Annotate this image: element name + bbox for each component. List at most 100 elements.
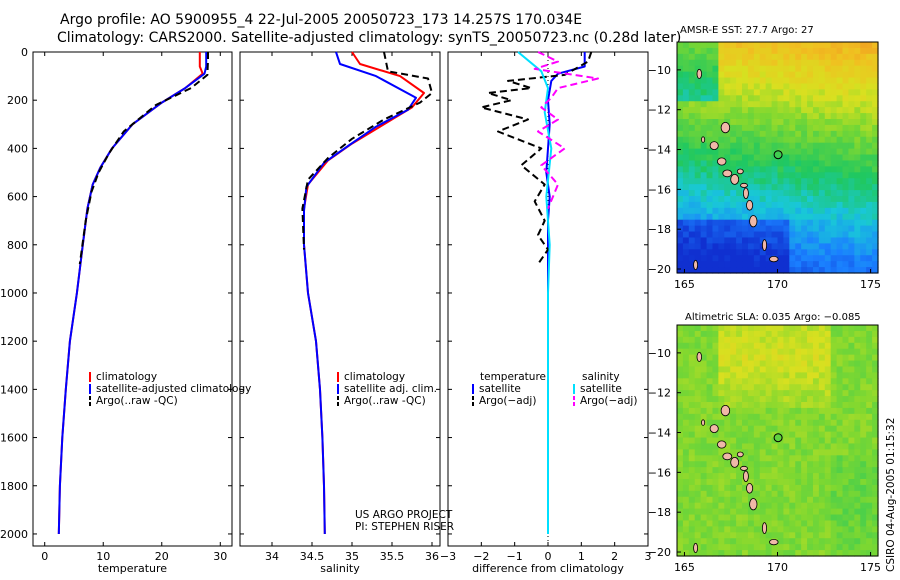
heatmap-cell — [866, 413, 873, 421]
heatmap-cell — [688, 154, 696, 162]
heatmap-cell — [783, 508, 790, 516]
heatmap-cell — [718, 42, 725, 49]
heatmap-cell — [777, 249, 785, 256]
heatmap-cell — [742, 255, 749, 262]
heatmap-cell — [700, 71, 708, 79]
heatmap-cell — [812, 526, 820, 533]
heatmap-cell — [765, 325, 773, 332]
heatmap-cell — [759, 514, 767, 522]
heatmap-cell — [836, 124, 844, 132]
heatmap-cell — [807, 449, 814, 456]
series-line-argo-raw-qc- — [301, 51, 433, 250]
heatmap-cell — [682, 201, 690, 209]
heatmap-cell — [771, 378, 779, 385]
heatmap-cell — [759, 59, 767, 67]
heatmap-cell — [700, 53, 708, 61]
heatmap-cell — [688, 172, 696, 179]
heatmap-cell — [848, 366, 855, 373]
heatmap-cell — [795, 249, 802, 256]
heatmap-cell — [866, 53, 873, 61]
heatmap-cell — [765, 225, 773, 233]
heatmap-cell — [783, 544, 790, 551]
heatmap-cell — [712, 484, 719, 492]
legend-label: satellite-adjusted climatology — [96, 383, 251, 395]
heatmap-cell — [812, 484, 820, 492]
heatmap-cell — [830, 496, 838, 504]
heatmap-cell — [836, 490, 844, 498]
heatmap-cell — [747, 443, 755, 450]
heatmap-cell — [747, 431, 755, 439]
heatmap-cell — [807, 71, 814, 79]
heatmap-cell — [747, 267, 755, 274]
heatmap-cell — [777, 520, 785, 527]
heatmap-cell — [789, 42, 796, 49]
heatmap-cell — [730, 514, 737, 522]
heatmap-cell — [842, 431, 850, 439]
heatmap-cell — [777, 142, 785, 150]
heatmap-cell — [789, 113, 796, 120]
heatmap-cell — [783, 184, 790, 191]
heatmap-cell — [706, 384, 714, 391]
heatmap-cell — [860, 484, 867, 492]
heatmap-cell — [759, 213, 767, 221]
heatmap-cell — [854, 384, 861, 391]
heatmap-cell — [724, 396, 731, 403]
heatmap-cell — [736, 42, 743, 49]
heatmap-cell — [812, 372, 820, 379]
heatmap-cell — [818, 467, 826, 474]
heatmap-cell — [742, 136, 749, 144]
heatmap-cell — [812, 225, 820, 233]
heatmap-cell — [700, 42, 708, 49]
heatmap-cell — [677, 119, 684, 126]
heatmap-cell — [677, 124, 684, 132]
heatmap-cell — [866, 407, 873, 415]
heatmap-cell — [872, 461, 879, 468]
island-outline — [722, 452, 733, 461]
heatmap-cell — [694, 65, 702, 73]
heatmap-cell — [688, 479, 696, 486]
heatmap-cell — [860, 59, 867, 67]
heatmap-cell — [771, 71, 779, 79]
heatmap-cell — [706, 520, 714, 527]
heatmap-cell — [866, 261, 873, 268]
heatmap-cell — [777, 443, 785, 450]
heatmap-cell — [795, 526, 802, 533]
heatmap-cell — [836, 544, 844, 551]
heatmap-cell — [842, 207, 850, 215]
heatmap-cell — [818, 42, 826, 49]
heatmap-cell — [742, 526, 749, 533]
heatmap-cell — [777, 366, 785, 373]
heatmap-cell — [848, 243, 855, 250]
heatmap-cell — [706, 325, 714, 332]
heatmap-cell — [830, 196, 838, 203]
heatmap-cell — [682, 89, 690, 96]
heatmap-cell — [694, 449, 702, 456]
heatmap-cell — [765, 142, 773, 150]
heatmap-cell — [700, 65, 708, 73]
heatmap-cell — [688, 101, 696, 108]
heatmap-cell — [742, 83, 749, 90]
heatmap-cell — [812, 330, 820, 338]
heatmap-cell — [872, 419, 879, 427]
heatmap-cell — [812, 89, 820, 96]
heatmap-cell — [736, 342, 743, 350]
heatmap-cell — [818, 455, 826, 462]
heatmap-cell — [736, 372, 743, 379]
heatmap-cell — [677, 425, 684, 433]
island-outline — [709, 141, 719, 151]
heatmap-cell — [818, 201, 826, 209]
heatmap-cell — [747, 59, 755, 67]
heatmap-cell — [771, 325, 779, 332]
heatmap-cell — [836, 77, 844, 85]
panel-annotation: PI: STEPHEN RISER — [355, 521, 454, 533]
heatmap-cell — [712, 148, 719, 156]
heatmap-cell — [872, 130, 879, 138]
heatmap-cell — [724, 267, 731, 274]
heatmap-cell — [842, 261, 850, 268]
heatmap-cell — [789, 449, 796, 456]
heatmap-cell — [818, 342, 826, 350]
heatmap-cell — [783, 201, 790, 209]
legend-label: satellite — [580, 383, 622, 395]
heatmap-cell — [712, 342, 719, 350]
heatmap-cell — [824, 207, 832, 215]
